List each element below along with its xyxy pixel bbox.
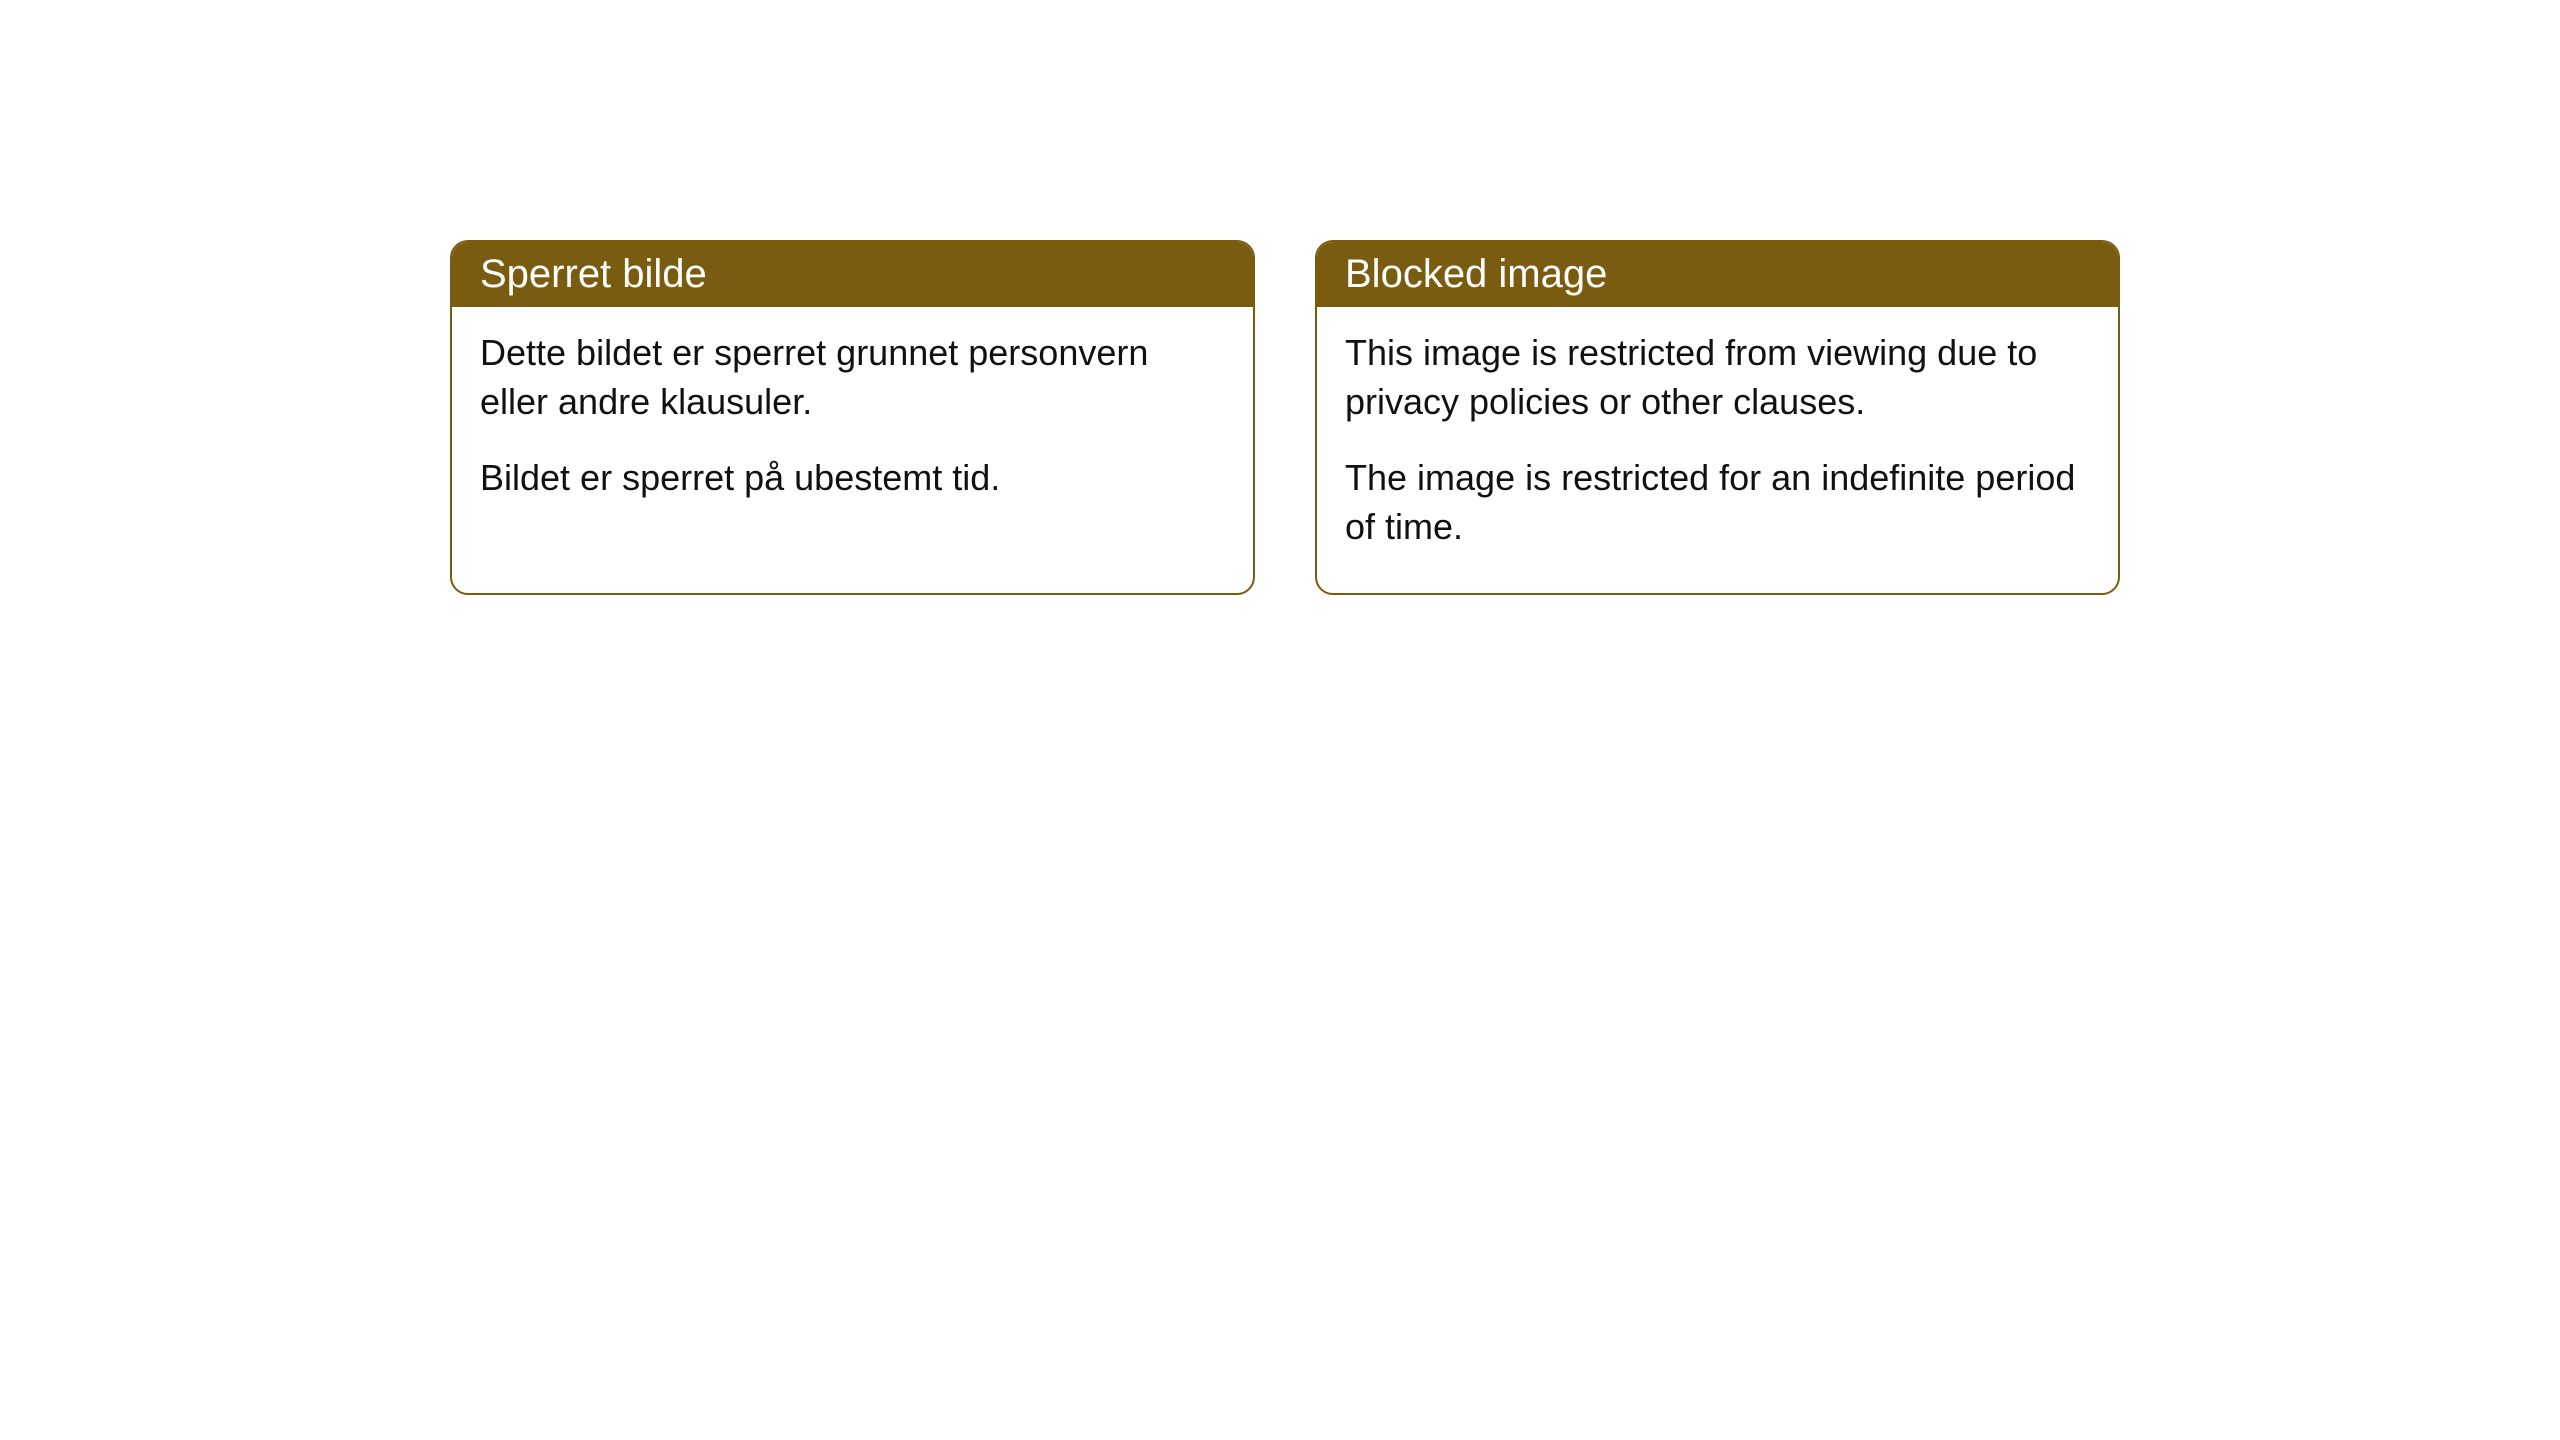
- card-header: Blocked image: [1317, 242, 2118, 307]
- notice-paragraph-2: Bildet er sperret på ubestemt tid.: [480, 454, 1225, 503]
- card-header: Sperret bilde: [452, 242, 1253, 307]
- card-body: Dette bildet er sperret grunnet personve…: [452, 307, 1253, 545]
- card-body: This image is restricted from viewing du…: [1317, 307, 2118, 593]
- notice-card-norwegian: Sperret bilde Dette bildet er sperret gr…: [450, 240, 1255, 595]
- notice-paragraph-1: Dette bildet er sperret grunnet personve…: [480, 329, 1225, 426]
- notice-paragraph-1: This image is restricted from viewing du…: [1345, 329, 2090, 426]
- notice-card-english: Blocked image This image is restricted f…: [1315, 240, 2120, 595]
- notice-paragraph-2: The image is restricted for an indefinit…: [1345, 454, 2090, 551]
- notice-cards-container: Sperret bilde Dette bildet er sperret gr…: [450, 240, 2120, 595]
